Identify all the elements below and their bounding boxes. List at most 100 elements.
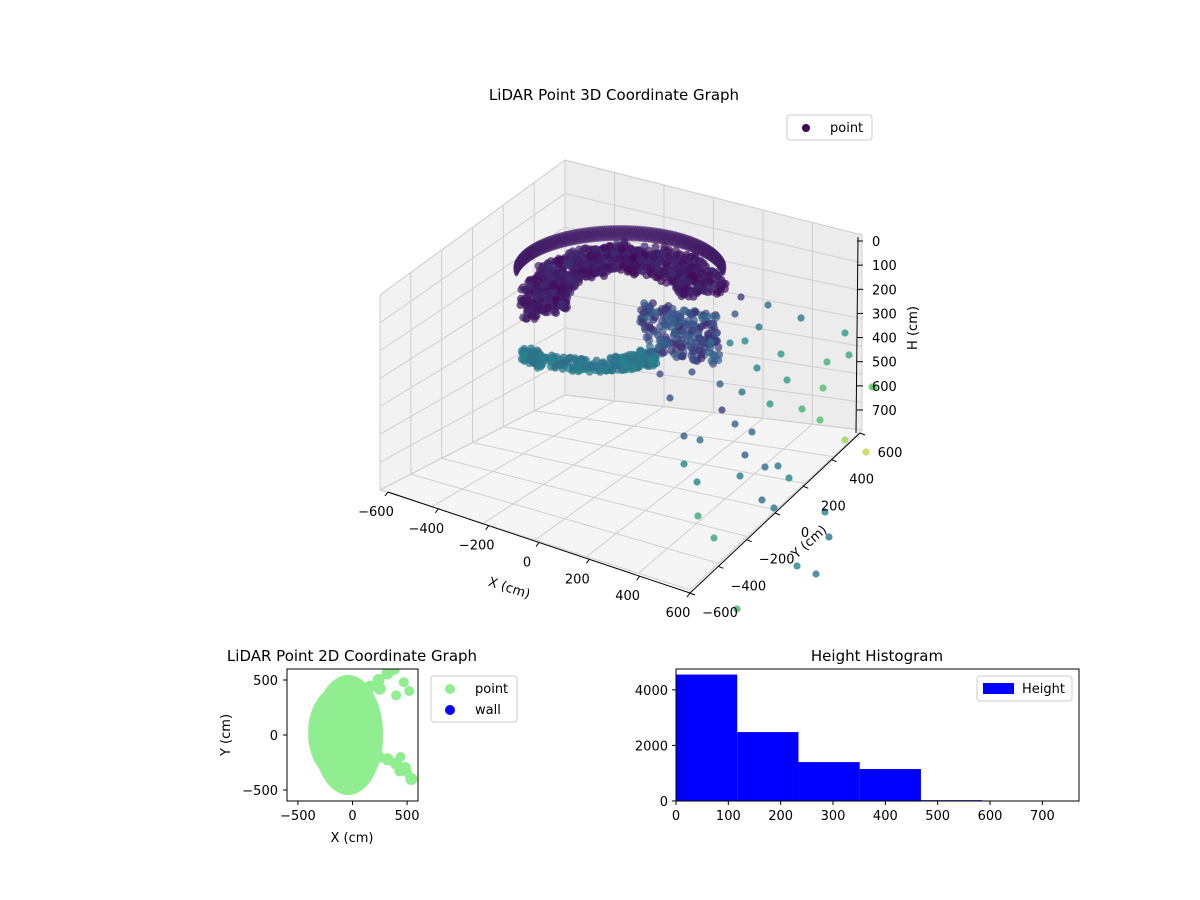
legend-marker-wall xyxy=(445,705,455,715)
histogram-bar xyxy=(859,769,921,801)
histogram-x-tick: 300 xyxy=(821,809,846,824)
point-marker xyxy=(351,760,362,771)
point-marker xyxy=(387,669,400,675)
chart2d-ticks: −500 0 500 −500 0 500 xyxy=(242,674,419,824)
chart2d-plot xyxy=(286,668,419,802)
histogram-bar xyxy=(737,732,799,801)
x-tick-label: −600 xyxy=(358,505,394,520)
z-tick-labels: 0 100 200 300 400 500 600 700 xyxy=(857,235,897,419)
z-tick-label: 600 xyxy=(872,380,897,395)
legend-label-wall: wall xyxy=(475,703,501,718)
point-marker xyxy=(398,677,409,688)
x-tick-labels: −600 −400 −200 0 200 400 600 xyxy=(358,491,691,621)
point-marker xyxy=(334,692,345,703)
z-tick-label: 100 xyxy=(872,259,897,274)
z-tick-label: 300 xyxy=(872,307,897,322)
point-marker xyxy=(347,698,358,709)
x-axis-label: X (cm) xyxy=(486,575,532,603)
z-axis-line xyxy=(855,236,859,434)
y-tick-label: 400 xyxy=(849,473,874,488)
legend-marker-point xyxy=(445,684,455,694)
y-tick-label: −400 xyxy=(730,579,766,594)
histogram-bar xyxy=(676,674,738,801)
histogram-x-tick: 0 xyxy=(672,809,680,824)
point-marker xyxy=(319,735,330,746)
histogram-y-tick: 4000 xyxy=(635,684,668,699)
point-marker xyxy=(353,687,364,698)
chart3d-legend: point xyxy=(786,114,873,141)
point-marker xyxy=(404,686,415,696)
point-marker xyxy=(342,746,353,757)
chart2d-legend: point wall xyxy=(430,675,518,723)
histogram-x-tick: 200 xyxy=(768,809,793,824)
chart2d-y-tick: −500 xyxy=(242,784,278,799)
x-tick-label: 400 xyxy=(615,589,640,604)
point-marker xyxy=(335,756,346,767)
chart2d-points xyxy=(308,669,418,795)
x-tick-label: 0 xyxy=(523,556,531,571)
x-tick-label: −400 xyxy=(408,522,444,537)
histogram-title: Height Histogram xyxy=(811,647,943,665)
histogram-x-tick: 400 xyxy=(873,809,898,824)
z-tick-label: 200 xyxy=(872,283,897,298)
point-marker xyxy=(343,761,354,772)
point-marker xyxy=(350,738,361,749)
z-tick-label: 0 xyxy=(872,235,880,250)
x-tick-label: 200 xyxy=(565,572,590,587)
point-marker xyxy=(358,717,369,728)
y-tick-label: 0 xyxy=(801,526,809,541)
chart2d-x-label: X (cm) xyxy=(331,831,374,846)
legend-label-height: Height xyxy=(1022,682,1065,697)
histogram-bars xyxy=(676,674,1044,801)
chart3d-panes xyxy=(378,159,864,591)
point-marker xyxy=(373,682,386,695)
histogram-x-tick: 700 xyxy=(1030,809,1055,824)
point-marker xyxy=(391,690,402,701)
histogram-plot xyxy=(675,668,1080,802)
legend-label-point: point xyxy=(475,682,508,697)
point-marker xyxy=(394,766,405,777)
histogram-bar xyxy=(798,762,860,801)
histogram-x-tick: 100 xyxy=(716,809,741,824)
histogram-y-tick: 0 xyxy=(660,795,668,810)
point-marker xyxy=(344,723,355,734)
chart2d-y-label: Y (cm) xyxy=(219,714,234,757)
y-tick-label: 600 xyxy=(878,446,903,461)
histogram-legend: Height xyxy=(976,675,1073,702)
point-marker xyxy=(363,680,376,693)
legend-marker-height xyxy=(983,683,1014,694)
legend-marker-point xyxy=(802,124,810,132)
chart2d-x-tick: −500 xyxy=(280,809,316,824)
histogram-x-tick: 500 xyxy=(925,809,950,824)
point-marker xyxy=(395,752,406,762)
y-tick-label: −600 xyxy=(702,606,738,621)
z-tick-label: 500 xyxy=(872,356,897,371)
histogram-y-tick: 2000 xyxy=(635,739,668,754)
z-axis-label: H (cm) xyxy=(906,306,921,350)
x-tick-label: −200 xyxy=(459,539,495,554)
histogram-ticks: 0 100 200 300 400 500 600 700 0 2000 4000 xyxy=(635,684,1055,824)
chart3d-point-cloud xyxy=(513,225,878,613)
x-tick-label: 600 xyxy=(666,606,691,621)
point-marker xyxy=(329,720,340,731)
point-marker xyxy=(334,773,345,784)
legend-label-point: point xyxy=(830,121,863,136)
z-tick-label: 700 xyxy=(872,404,897,419)
chart3d-title: LiDAR Point 3D Coordinate Graph xyxy=(489,86,739,104)
z-tick-label: 400 xyxy=(872,332,897,347)
chart2d-title: LiDAR Point 2D Coordinate Graph xyxy=(227,647,477,665)
point-marker xyxy=(327,747,338,758)
point-marker xyxy=(327,763,338,774)
point-marker xyxy=(361,703,372,714)
chart2d-x-tick: 0 xyxy=(348,809,356,824)
y-tick-label: 200 xyxy=(821,499,846,514)
y-tick-label: −200 xyxy=(759,553,795,568)
chart2d-x-tick: 500 xyxy=(395,809,420,824)
histogram-x-tick: 600 xyxy=(978,809,1003,824)
chart2d-y-tick: 500 xyxy=(253,674,278,689)
point-marker xyxy=(329,700,340,711)
chart2d-y-tick: 0 xyxy=(270,729,278,744)
point-marker xyxy=(402,767,413,778)
